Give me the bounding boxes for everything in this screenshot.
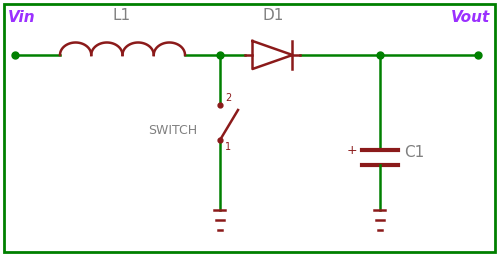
Text: D1: D1 bbox=[262, 8, 284, 23]
Text: Vout: Vout bbox=[451, 10, 490, 25]
Text: 1: 1 bbox=[225, 142, 231, 152]
Text: +: + bbox=[346, 144, 357, 156]
Text: Vin: Vin bbox=[8, 10, 35, 25]
Text: C1: C1 bbox=[404, 145, 424, 160]
Text: SWITCH: SWITCH bbox=[148, 123, 197, 136]
Text: L1: L1 bbox=[113, 8, 131, 23]
Text: 2: 2 bbox=[225, 93, 231, 103]
